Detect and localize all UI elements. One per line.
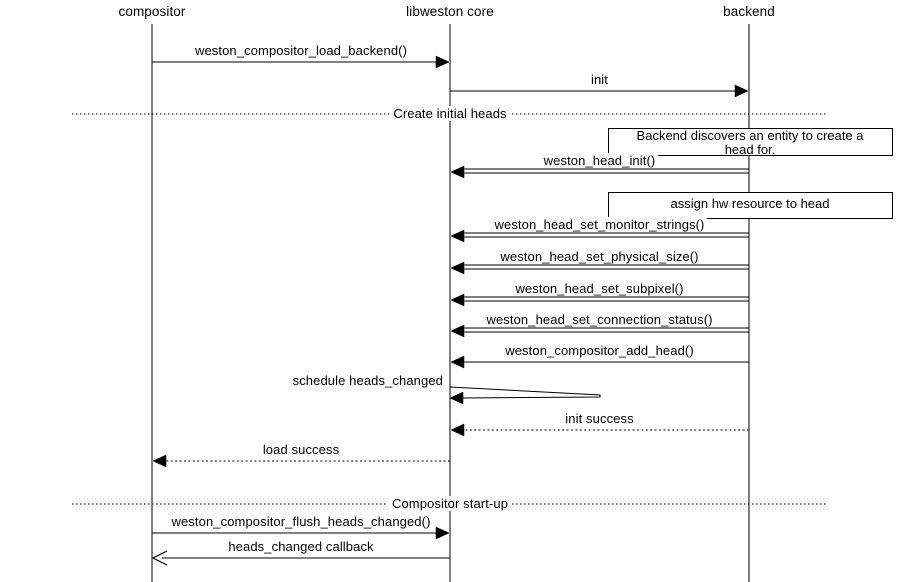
note-text-assign-hw-resource: assign hw resource to head [608, 197, 892, 211]
arrowhead-set-monitor-strings [450, 229, 465, 243]
message-label-schedule-heads-changed: schedule heads_changed [289, 373, 446, 388]
message-label-init: init [587, 72, 612, 87]
arrowhead-set-connection-status [450, 324, 465, 338]
message-label-add-head: weston_compositor_add_head() [502, 343, 697, 358]
actor-name-backend: backend [723, 4, 775, 19]
message-label-set-subpixel: weston_head_set_subpixel() [512, 281, 687, 296]
arrowhead-head-init [450, 165, 465, 179]
separator-label-create-initial-heads: Create initial heads [389, 106, 511, 121]
message-label-heads-changed-callback: heads_changed callback [225, 539, 377, 554]
arrowhead-heads-changed-callback [151, 550, 168, 566]
note-box-backend-discovers-entity [608, 128, 893, 156]
arrowhead-add-head [450, 355, 465, 369]
message-label-set-monitor-strings: weston_head_set_monitor_strings() [491, 217, 708, 232]
arrowhead-load-backend [435, 55, 450, 69]
note-line: assign hw resource to head [670, 196, 830, 211]
note-box-assign-hw-resource [608, 192, 893, 219]
arrowhead-load-success [152, 454, 167, 468]
message-line-schedule-heads-changed [449, 386, 601, 399]
message-label-set-physical-size: weston_head_set_physical_size() [497, 249, 702, 264]
arrowhead-flush-heads-changed [435, 526, 450, 540]
message-label-load-backend: weston_compositor_load_backend() [191, 43, 411, 58]
arrowhead-init-success [450, 423, 465, 437]
arrowhead-set-physical-size [450, 261, 465, 275]
message-label-flush-heads-changed: weston_compositor_flush_heads_changed() [168, 514, 434, 529]
separator-label-compositor-start-up: Compositor start-up [387, 496, 513, 511]
arrowhead-schedule-heads-changed [449, 391, 464, 405]
note-line: Backend discovers an entity to create a [636, 128, 864, 143]
message-label-load-success: load success [259, 442, 343, 457]
note-line: head for. [724, 142, 776, 157]
message-label-head-init: weston_head_init() [540, 153, 659, 168]
actor-name-libweston-core: libweston core [406, 4, 494, 19]
arrowhead-init [734, 84, 749, 98]
arrowhead-set-subpixel [450, 293, 465, 307]
actor-name-compositor: compositor [118, 4, 186, 19]
message-label-set-connection-status: weston_head_set_connection_status() [483, 312, 716, 327]
message-label-init-success: init success [562, 411, 637, 426]
